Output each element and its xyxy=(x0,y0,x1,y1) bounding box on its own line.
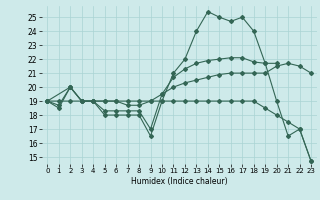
X-axis label: Humidex (Indice chaleur): Humidex (Indice chaleur) xyxy=(131,177,228,186)
